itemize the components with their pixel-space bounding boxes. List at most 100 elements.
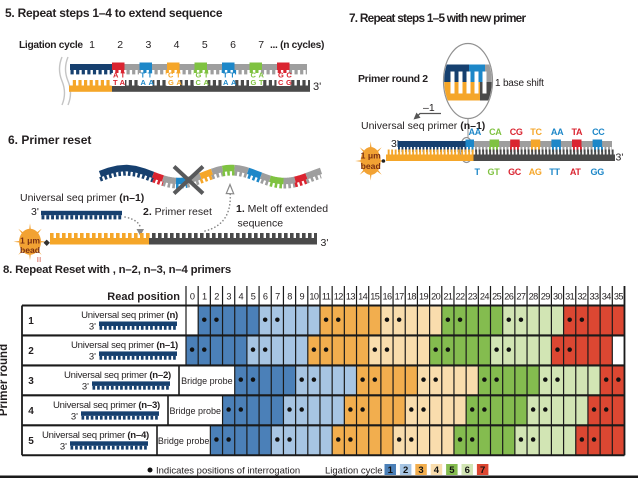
svg-text:26: 26 — [504, 292, 514, 302]
svg-text:bead: bead — [20, 245, 40, 255]
svg-text:20: 20 — [431, 292, 441, 302]
svg-text:3: 3 — [226, 292, 231, 302]
svg-text:TT: TT — [549, 167, 560, 177]
svg-text:1 μm: 1 μm — [361, 151, 381, 161]
svg-text:CC: CC — [592, 127, 605, 137]
svg-text:8: 8 — [287, 292, 292, 302]
svg-text:Ligation cycle: Ligation cycle — [19, 40, 83, 51]
svg-text:Primer round: Primer round — [0, 344, 10, 416]
svg-text:AG: AG — [529, 167, 542, 177]
svg-text:6. Primer reset: 6. Primer reset — [8, 133, 91, 147]
svg-text:7: 7 — [275, 292, 280, 302]
svg-text:19: 19 — [419, 292, 429, 302]
svg-text:11: 11 — [322, 292, 331, 302]
svg-text:AT: AT — [570, 167, 582, 177]
svg-text:AA: AA — [551, 127, 564, 137]
svg-text:3': 3' — [321, 237, 329, 249]
svg-text:10: 10 — [309, 292, 319, 302]
svg-text:GC: GC — [508, 167, 522, 177]
svg-text:AA: AA — [141, 78, 157, 87]
svg-text:30: 30 — [553, 292, 563, 302]
svg-text:3': 3' — [31, 206, 39, 218]
svg-text:GA: GA — [168, 78, 184, 87]
svg-text:23: 23 — [468, 292, 478, 302]
svg-text:16: 16 — [382, 292, 392, 302]
svg-text:21: 21 — [443, 292, 453, 302]
svg-text:TA: TA — [572, 127, 584, 137]
svg-text:TC: TC — [530, 127, 542, 137]
svg-text:5: 5 — [449, 465, 455, 476]
svg-text:29: 29 — [541, 292, 551, 302]
svg-text:14: 14 — [358, 292, 368, 302]
svg-text:CA: CA — [251, 71, 267, 80]
svg-text:17: 17 — [395, 292, 405, 302]
svg-text:2: 2 — [403, 465, 408, 476]
svg-text:CA: CA — [489, 127, 502, 137]
svg-text:bead: bead — [361, 161, 381, 171]
svg-text:27: 27 — [516, 292, 526, 302]
svg-text:5: 5 — [28, 436, 34, 447]
svg-text:AA: AA — [469, 127, 482, 137]
svg-text:Universal seq primer (n–1): Universal seq primer (n–1) — [361, 120, 485, 132]
svg-text:Universal seq primer (n–4): Universal seq primer (n–4) — [42, 430, 149, 441]
svg-text:0: 0 — [190, 292, 195, 302]
svg-text:GT: GT — [488, 167, 501, 177]
svg-text:3': 3' — [391, 138, 399, 150]
svg-text:12: 12 — [334, 292, 344, 302]
svg-text:3': 3' — [89, 322, 96, 333]
svg-text:3': 3' — [616, 152, 624, 164]
svg-text:1: 1 — [89, 39, 95, 51]
svg-text:GC: GC — [278, 71, 294, 80]
svg-text:5. Repeat steps 1–4 to extend: 5. Repeat steps 1–4 to extend sequence — [5, 6, 223, 20]
svg-text:CA: CA — [196, 78, 212, 87]
svg-text:GT: GT — [251, 78, 267, 87]
svg-text:2. Primer reset: 2. Primer reset — [143, 206, 212, 218]
svg-text:9: 9 — [299, 292, 304, 302]
svg-text:1 μm: 1 μm — [20, 236, 40, 246]
svg-text:5: 5 — [202, 39, 208, 51]
svg-text:1: 1 — [388, 465, 394, 476]
svg-text:CT: CT — [168, 71, 183, 80]
svg-text:6: 6 — [465, 465, 470, 476]
svg-text:TT: TT — [141, 71, 155, 80]
svg-text:7: 7 — [258, 39, 264, 51]
svg-text:18: 18 — [407, 292, 417, 302]
svg-text:24: 24 — [480, 292, 490, 302]
svg-text:CG: CG — [278, 78, 294, 87]
svg-text:CG: CG — [510, 127, 523, 137]
svg-text:1: 1 — [28, 316, 34, 327]
svg-text:15: 15 — [370, 292, 380, 302]
svg-text:13: 13 — [346, 292, 356, 302]
svg-text:4: 4 — [239, 292, 244, 302]
svg-text:22: 22 — [456, 292, 466, 302]
svg-text:3: 3 — [28, 376, 34, 387]
svg-text:2: 2 — [117, 39, 123, 51]
svg-text:7. Repeat steps 1–5 with new p: 7. Repeat steps 1–5 with new primer — [349, 11, 526, 25]
svg-text:2: 2 — [214, 292, 219, 302]
svg-text:3: 3 — [418, 465, 423, 476]
svg-text:3': 3' — [82, 381, 89, 392]
svg-text:Indicates positions of interro: Indicates positions of interrogation — [156, 466, 300, 477]
svg-text:Primer round 2: Primer round 2 — [358, 73, 428, 85]
svg-text:31: 31 — [565, 292, 575, 302]
svg-text:6: 6 — [230, 39, 236, 51]
svg-text:Bridge probe: Bridge probe — [181, 376, 233, 386]
svg-text:AA: AA — [223, 78, 239, 87]
svg-text:TT: TT — [223, 71, 237, 80]
svg-text:4: 4 — [434, 465, 440, 476]
svg-text:GG: GG — [591, 167, 605, 177]
svg-text:sequence: sequence — [238, 218, 284, 230]
svg-text:3': 3' — [89, 351, 96, 362]
svg-text:33: 33 — [590, 292, 600, 302]
svg-text:Universal seq primer (n–1): Universal seq primer (n–1) — [71, 340, 178, 351]
svg-text:Universal seq primer (n–1): Universal seq primer (n–1) — [20, 192, 144, 204]
svg-text:Universal seq primer (n–3): Universal seq primer (n–3) — [53, 400, 160, 411]
svg-text:34: 34 — [602, 292, 612, 302]
svg-text:35: 35 — [614, 292, 624, 302]
svg-text:Bridge probe: Bridge probe — [158, 436, 210, 446]
svg-text:28: 28 — [529, 292, 539, 302]
svg-text:... (n cycles): ... (n cycles) — [270, 40, 324, 51]
svg-text:7: 7 — [480, 465, 485, 476]
svg-text:3: 3 — [145, 39, 151, 51]
svg-text:3': 3' — [60, 441, 67, 452]
